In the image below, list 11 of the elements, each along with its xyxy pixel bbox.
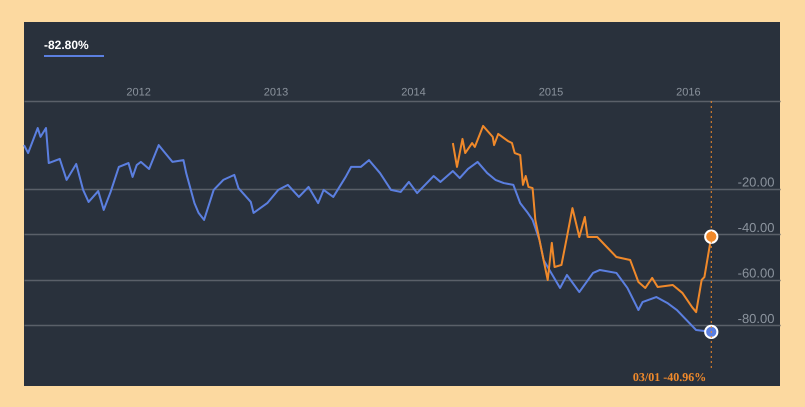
x-tick-label: 2014 <box>401 86 426 98</box>
y-tick-label: -60.00 <box>738 265 774 280</box>
y-tick-label: -20.00 <box>738 174 774 190</box>
x-tick-label: 2013 <box>264 86 288 98</box>
x-tick-label: 2016 <box>676 86 701 98</box>
x-tick-label: 2012 <box>126 86 151 98</box>
y-tick-label: -40.00 <box>738 220 774 235</box>
y-tick-label: -80.00 <box>738 310 774 326</box>
annotation: -82.80% <box>44 38 90 52</box>
x-tick-label: 2015 <box>538 86 564 98</box>
annotation: 03/01 -40.96% <box>632 370 706 384</box>
